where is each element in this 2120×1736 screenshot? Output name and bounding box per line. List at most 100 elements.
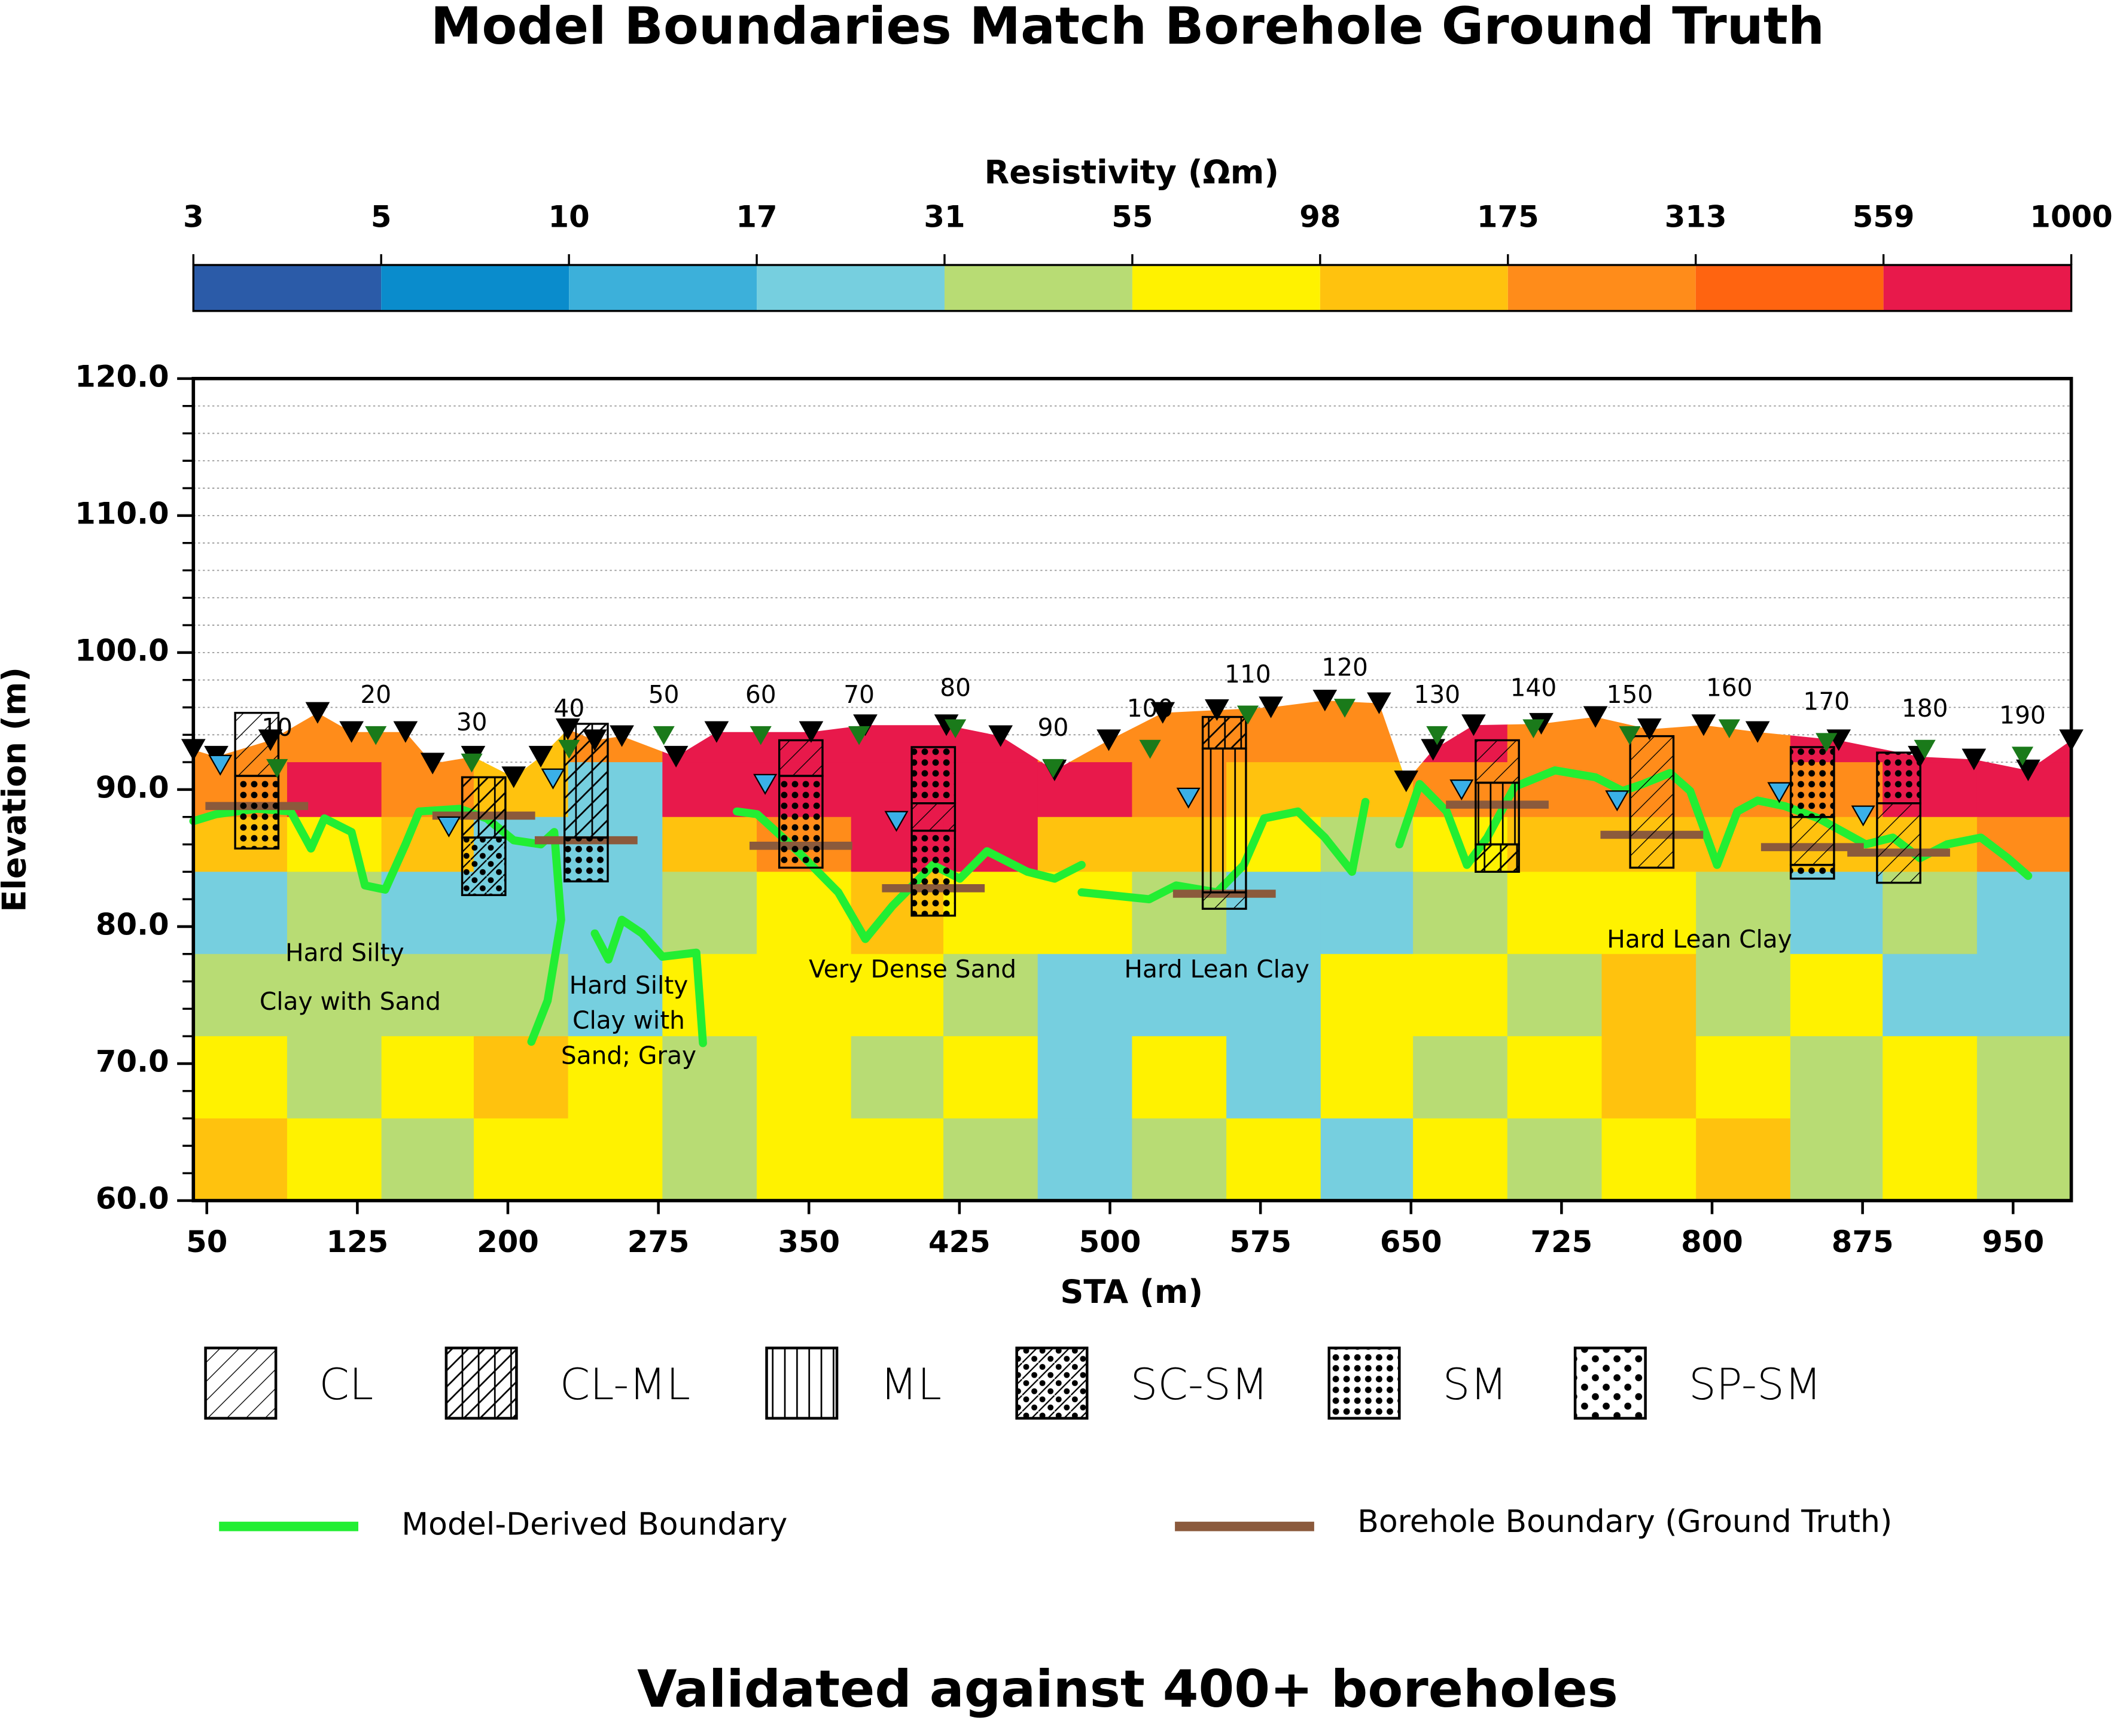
soil-legend-label: SP-SM	[1689, 1360, 1822, 1410]
water-table-marker	[541, 768, 565, 790]
resistivity-cell	[1320, 954, 1414, 1037]
station-marker	[848, 726, 870, 745]
resistivity-cell	[381, 872, 475, 955]
resistivity-cell	[1413, 872, 1508, 955]
resistivity-cell	[1037, 954, 1133, 1037]
ground-surface-marker	[853, 714, 878, 736]
ground-surface-marker	[1204, 699, 1229, 721]
colorbar-tick-label: 17	[736, 200, 777, 234]
soil-legend-swatch	[765, 1347, 839, 1420]
resistivity-cell	[851, 1118, 945, 1201]
resistivity-cell	[1226, 954, 1321, 1037]
resistivity-cell	[381, 1036, 475, 1119]
station-label: 20	[360, 680, 391, 709]
resistivity-cell	[757, 1118, 852, 1201]
y-tick-label: 80.0	[96, 907, 169, 942]
plot-area: 60.0 70.0 80.0 90.0 100.0 110.0 120.0 50 125 200 2…	[75, 359, 2084, 1259]
resistivity-cell	[662, 872, 758, 955]
resistivity-cell	[193, 954, 288, 1037]
colorbar-bin	[1883, 264, 2072, 311]
ground-surface-marker	[1367, 692, 1391, 714]
station-marker	[1619, 726, 1641, 745]
resistivity-cell	[1037, 1036, 1133, 1119]
ground-surface-marker	[610, 725, 634, 747]
annotation: Very Dense Sand	[809, 955, 1016, 983]
resistivity-cell	[1790, 1118, 1884, 1201]
water-table-marker	[1449, 779, 1474, 801]
y-tick-label: 60.0	[96, 1181, 169, 1216]
resistivity-cell	[1132, 954, 1227, 1037]
annotation: Hard Lean Clay	[1607, 925, 1792, 954]
resistivity-cell	[1883, 1036, 1978, 1119]
resistivity-cell	[1696, 872, 1791, 955]
resistivity-cell	[1883, 954, 1978, 1037]
resistivity-cell	[287, 1118, 382, 1201]
ground-surface-marker	[1461, 714, 1486, 736]
resistivity-cell	[1976, 872, 2072, 955]
borehole-layer	[778, 775, 824, 869]
station-label: 60	[745, 680, 776, 709]
resistivity-cell	[943, 1118, 1038, 1201]
borehole-layer	[778, 739, 824, 777]
colorbar-tick-label: 313	[1665, 200, 1727, 234]
station-label: 150	[1607, 680, 1653, 709]
resistivity-cell	[568, 954, 663, 1037]
ground-surface-marker	[1583, 706, 1608, 728]
legend-label: Model-Derived Boundary	[401, 1507, 787, 1543]
station-marker	[365, 726, 387, 745]
station-label: 10	[261, 713, 293, 742]
borehole-layer	[1629, 735, 1675, 869]
resistivity-cell	[193, 872, 288, 955]
resistivity-cell	[1132, 1118, 1227, 1201]
station-marker	[1426, 726, 1448, 745]
station-marker	[266, 759, 288, 778]
resistivity-cell	[1226, 1118, 1321, 1201]
y-axis-label: Elevation (m)	[0, 667, 33, 912]
station-marker	[1816, 733, 1838, 752]
x-tick-label: 200	[477, 1225, 539, 1259]
borehole-layer	[1475, 843, 1520, 873]
borehole-layer	[461, 776, 507, 839]
station-marker	[558, 739, 580, 759]
resistivity-cell	[1320, 1036, 1414, 1119]
ground-surface-marker	[528, 745, 553, 768]
colorbar-label: Resistivity (Ωm)	[985, 154, 1280, 191]
station-label: 30	[456, 708, 488, 736]
annotation: Clay with	[572, 1006, 685, 1035]
resistivity-cell	[1507, 1118, 1603, 1201]
ground-surface-marker	[1312, 689, 1338, 712]
station-label: 170	[1803, 687, 1850, 716]
resistivity-cell	[193, 1036, 288, 1119]
borehole-layer	[461, 836, 507, 896]
resistivity-cell	[851, 1036, 945, 1119]
resistivity-cell	[381, 954, 475, 1037]
resistivity-cell	[1601, 1118, 1697, 1201]
resistivity-cell	[1601, 872, 1697, 955]
resistivity-cell	[1601, 954, 1697, 1037]
resistivity-cell	[1320, 872, 1414, 955]
water-table-marker	[1605, 790, 1629, 812]
ground-surface-marker	[393, 721, 418, 743]
ground-surface-marker	[1394, 770, 1419, 793]
colorbar-bin	[1320, 264, 1508, 311]
annotation: Hard Silty	[285, 939, 404, 967]
station-marker	[945, 719, 967, 739]
resistivity-cell	[1507, 872, 1603, 955]
annotation: Sand; Gray	[561, 1041, 696, 1070]
resistivity-cell	[943, 817, 1038, 873]
x-tick-label: 125	[326, 1225, 388, 1259]
resistivity-cell	[1790, 1036, 1884, 1119]
resistivity-cell	[1413, 1118, 1508, 1201]
station-label: 120	[1321, 653, 1368, 681]
borehole-layer	[1201, 891, 1247, 910]
station-label: 190	[1999, 701, 2046, 730]
station-label: 160	[1706, 674, 1753, 702]
resistivity-cell	[1037, 872, 1133, 955]
station-label: 50	[648, 680, 680, 709]
borehole-layer	[1876, 802, 1921, 884]
borehole-layer	[910, 829, 957, 917]
resistivity-cell	[1883, 872, 1978, 955]
resistivity-cell	[851, 954, 945, 1037]
water-table-marker	[208, 754, 233, 776]
